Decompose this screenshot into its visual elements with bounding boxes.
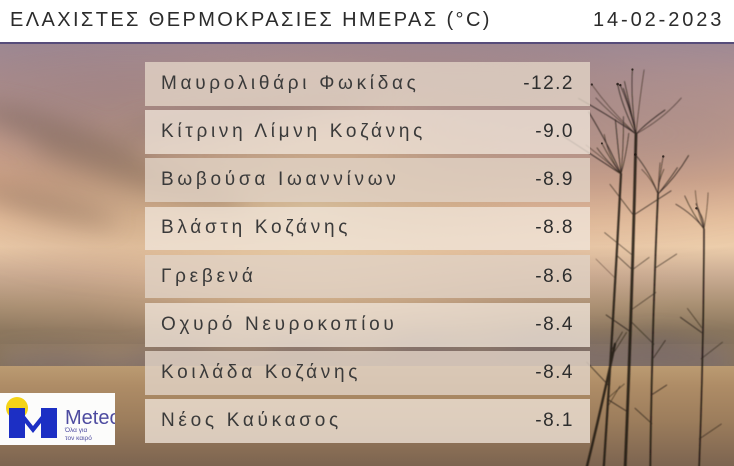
svg-text:Meteo: Meteo [65, 407, 115, 429]
svg-text:τον καιρό: τον καιρό [65, 434, 92, 442]
svg-text:Όλα για: Όλα για [64, 427, 87, 434]
